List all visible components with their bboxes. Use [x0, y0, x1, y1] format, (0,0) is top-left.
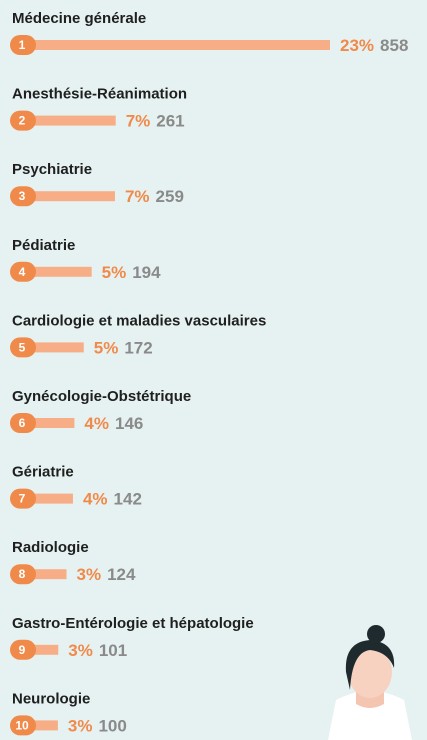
category-label: Gynécologie-Obstétrique: [12, 388, 191, 405]
bar: [22, 40, 330, 50]
category-label: Gastro-Entérologie et hépatologie: [12, 615, 254, 632]
percent-label: 3%: [68, 641, 93, 660]
rank-label: 10: [15, 718, 29, 732]
category-label: Médecine générale: [12, 10, 146, 27]
illustration: [328, 625, 412, 740]
category-label: Anesthésie-Réanimation: [12, 86, 187, 103]
count-label: 858: [380, 36, 408, 55]
percent-label: 4%: [83, 490, 108, 509]
count-label: 194: [132, 263, 161, 282]
bar: [22, 116, 116, 126]
rank-label: 6: [19, 416, 26, 430]
rank-label: 7: [19, 492, 26, 506]
rank-label: 5: [19, 340, 26, 354]
category-label: Pédiatrie: [12, 237, 75, 254]
percent-label: 5%: [102, 263, 127, 282]
rank-label: 3: [19, 189, 26, 203]
percent-label: 5%: [94, 338, 119, 357]
percent-label: 3%: [68, 716, 93, 735]
rank-label: 4: [19, 265, 26, 279]
percent-label: 7%: [126, 112, 151, 131]
category-label: Neurologie: [12, 690, 90, 707]
chart: Médecine générale123%858Anesthésie-Réani…: [0, 0, 427, 740]
category-label: Gériatrie: [12, 464, 74, 481]
rank-label: 8: [19, 567, 26, 581]
count-label: 124: [107, 565, 136, 584]
percent-label: 7%: [125, 187, 150, 206]
category-label: Radiologie: [12, 539, 89, 556]
category-label: Psychiatrie: [12, 161, 92, 178]
count-label: 261: [156, 112, 184, 131]
rank-label: 2: [19, 114, 26, 128]
count-label: 172: [124, 338, 152, 357]
count-label: 142: [114, 490, 142, 509]
percent-label: 3%: [77, 565, 102, 584]
percent-label: 4%: [84, 414, 109, 433]
rank-label: 1: [19, 38, 26, 52]
count-label: 100: [98, 716, 126, 735]
category-label: Cardiologie et maladies vasculaires: [12, 312, 266, 329]
count-label: 101: [99, 641, 127, 660]
count-label: 146: [115, 414, 143, 433]
count-label: 259: [156, 187, 184, 206]
rank-label: 9: [19, 643, 26, 657]
percent-label: 23%: [340, 36, 374, 55]
